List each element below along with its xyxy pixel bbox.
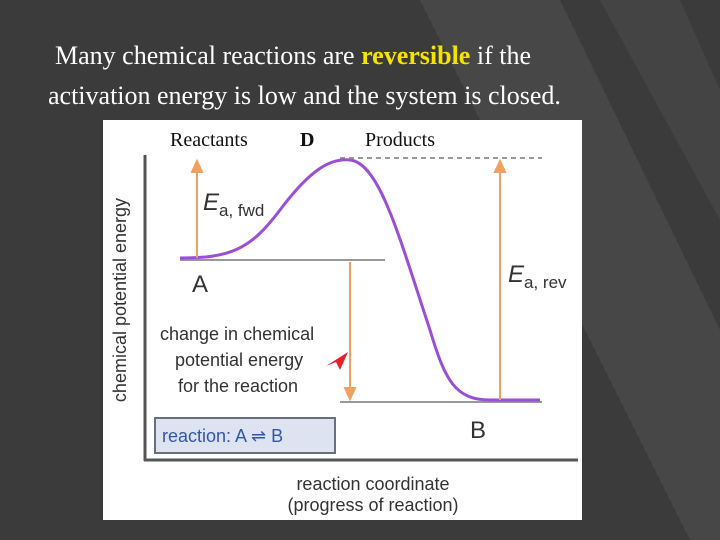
state-a: A [192, 271, 208, 298]
change-label: change in chemical [160, 324, 314, 344]
slide-title: Many chemical reactions are reversible i… [55, 41, 531, 70]
header-text: Reactants [170, 129, 248, 151]
reaction-text: reaction: A ⇌ B [162, 426, 283, 446]
ea-symbol: E [508, 261, 525, 288]
y-axis-label: chemical potential energy [110, 198, 130, 402]
arrows [190, 158, 507, 402]
red-arrow [326, 352, 348, 370]
x-axis-label: (progress of reaction) [287, 495, 458, 515]
arrow-head [343, 387, 357, 402]
title-highlight: reversible [361, 41, 470, 70]
x-axis-label: reaction coordinate [296, 474, 449, 494]
title-text: Many chemical reactions are [55, 41, 361, 70]
ea-rev-label: Ea, rev [508, 261, 567, 292]
ea-subscript: a, rev [524, 273, 567, 292]
arrow-head [493, 158, 507, 173]
title-text: if the [470, 41, 531, 70]
change-label: potential energy [175, 350, 303, 370]
ea-symbol: E [203, 189, 220, 216]
ea-fwd-label: Ea, fwd [203, 189, 264, 220]
change-label: for the reaction [178, 376, 298, 396]
title-text: activation energy is low and the system … [48, 81, 561, 110]
energy-curve [179, 158, 540, 402]
reaction-box [154, 417, 336, 454]
header-text: Products [365, 129, 435, 151]
state-b: B [470, 417, 486, 444]
header-symbol: D [300, 129, 314, 151]
figure: Reactants D Products Ea, fwd Ea, rev A B… [103, 120, 582, 520]
background-stripe [600, 0, 720, 220]
arrow-head [190, 158, 204, 173]
ea-subscript: a, fwd [219, 201, 264, 220]
